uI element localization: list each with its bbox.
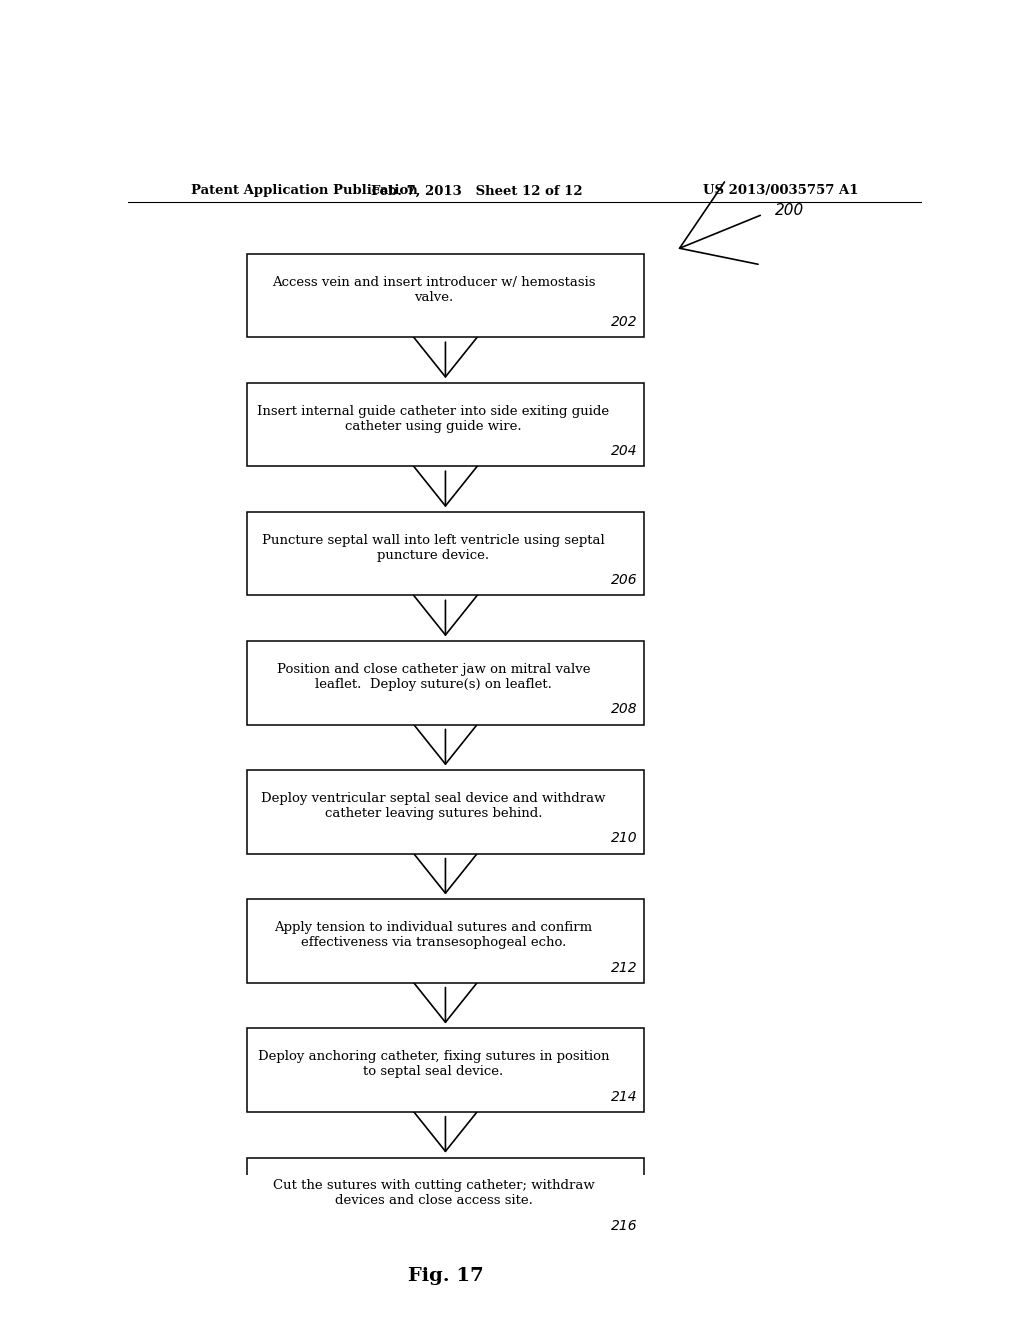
Text: Deploy anchoring catheter, fixing sutures in position
to septal seal device.: Deploy anchoring catheter, fixing suture… [258,1049,609,1078]
Text: 210: 210 [610,832,637,846]
Bar [247,642,644,725]
Text: 202: 202 [610,315,637,329]
Text: Access vein and insert introducer w/ hemostasis
valve.: Access vein and insert introducer w/ hem… [271,276,595,304]
Text: Deploy ventricular septal seal device and withdraw
catheter leaving sutures behi: Deploy ventricular septal seal device an… [261,792,606,820]
Text: 200: 200 [775,203,804,218]
Text: Insert internal guide catheter into side exiting guide
catheter using guide wire: Insert internal guide catheter into side… [257,405,609,433]
Text: 204: 204 [610,445,637,458]
FancyArrowPatch shape [401,450,489,506]
Text: Fig. 17: Fig. 17 [408,1267,483,1286]
Text: 212: 212 [610,961,637,974]
Text: 208: 208 [610,702,637,717]
FancyArrowPatch shape [680,182,760,264]
Text: Feb. 7, 2013   Sheet 12 of 12: Feb. 7, 2013 Sheet 12 of 12 [372,185,583,198]
FancyArrowPatch shape [401,321,489,378]
FancyArrowPatch shape [401,1096,489,1151]
Text: Puncture septal wall into left ventricle using septal
puncture device.: Puncture septal wall into left ventricle… [262,533,605,562]
Text: Cut the sutures with cutting catheter; withdraw
devices and close access site.: Cut the sutures with cutting catheter; w… [272,1179,594,1206]
FancyArrowPatch shape [401,709,489,764]
FancyArrowPatch shape [401,838,489,894]
Bar [247,512,644,595]
Text: 214: 214 [610,1089,637,1104]
Text: 206: 206 [610,573,637,587]
Bar [247,253,644,338]
Bar [247,899,644,982]
FancyArrowPatch shape [401,966,489,1022]
Text: Apply tension to individual sutures and confirm
effectiveness via transesophogea: Apply tension to individual sutures and … [274,921,593,949]
FancyArrowPatch shape [401,579,489,635]
Bar [247,1158,644,1241]
Bar [247,383,644,466]
Text: Position and close catheter jaw on mitral valve
leaflet.  Deploy suture(s) on le: Position and close catheter jaw on mitra… [276,663,590,690]
Bar [247,771,644,854]
Text: US 2013/0035757 A1: US 2013/0035757 A1 [702,185,858,198]
Bar [247,1028,644,1111]
Text: 216: 216 [610,1218,637,1233]
Text: Patent Application Publication: Patent Application Publication [191,185,418,198]
